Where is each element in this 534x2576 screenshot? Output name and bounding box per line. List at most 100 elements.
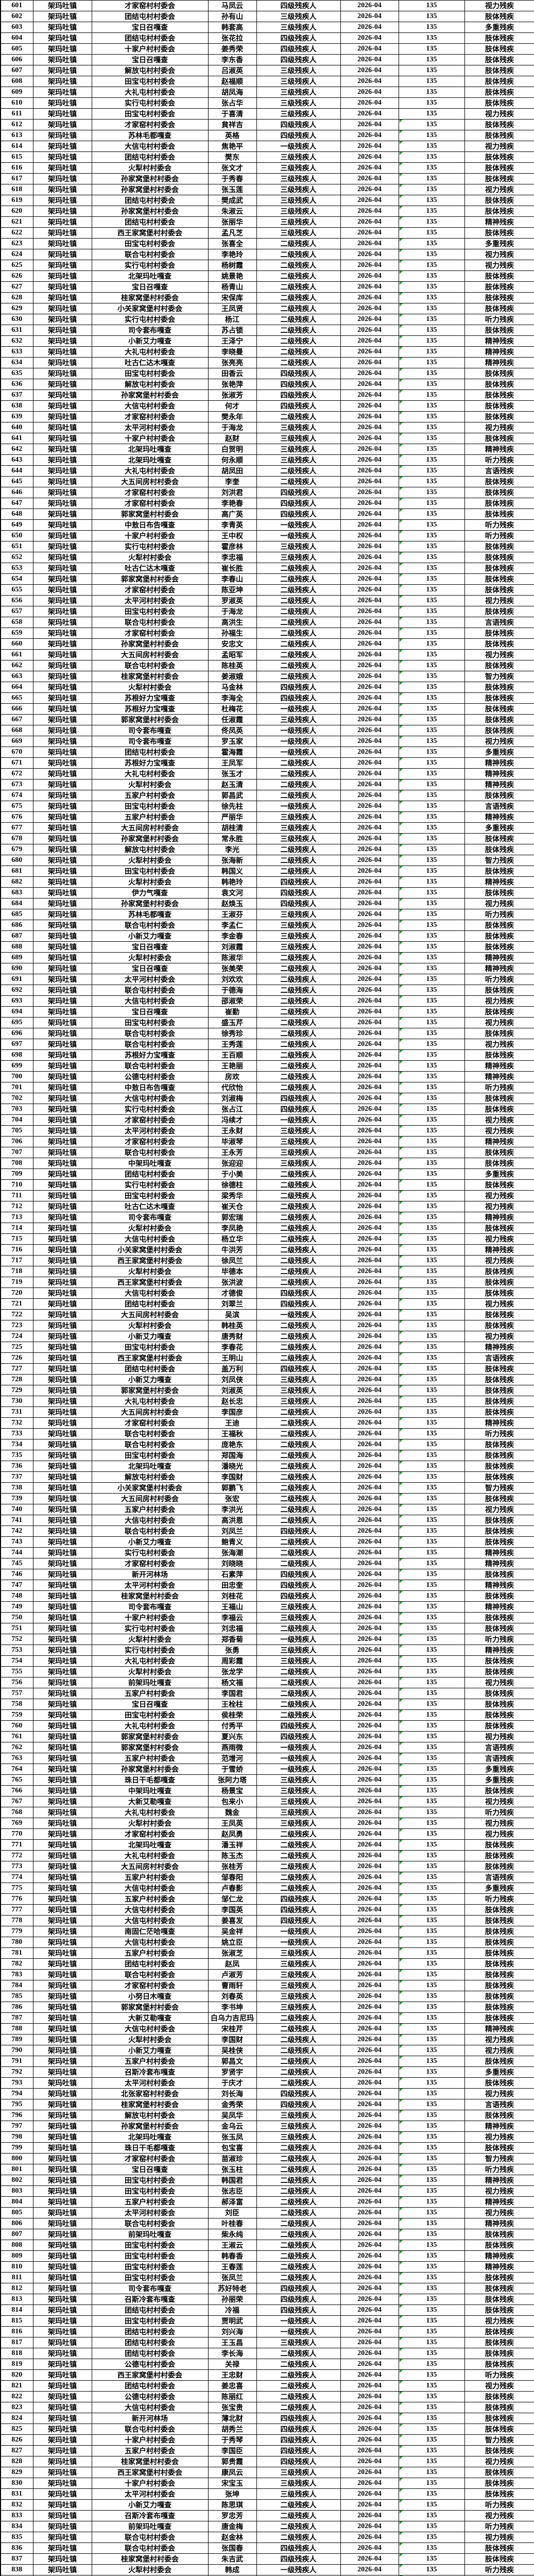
cell-disability-level[interactable]: 四级残疾人 (256, 1363, 341, 1375)
cell-person-name[interactable]: 郑香菊 (208, 1634, 257, 1645)
cell-person-name[interactable]: 李长海 (208, 2348, 257, 2359)
cell-disability-type[interactable]: 听力残疾 (464, 909, 534, 920)
cell-disability-level[interactable]: 二级残疾人 (256, 584, 341, 596)
cell-town[interactable]: 架玛吐镇 (32, 1504, 92, 1515)
cell-seq[interactable]: 817 (0, 2337, 33, 2348)
cell-town[interactable]: 架玛吐镇 (32, 2348, 92, 2359)
cell-village[interactable]: 郭家窝堡村村委会 (91, 2002, 209, 2013)
cell-amount[interactable]: 135 (398, 1385, 465, 1396)
cell-person-name[interactable]: 王迪 (208, 1417, 257, 1429)
cell-month[interactable]: 2026-04 (340, 2056, 399, 2067)
cell-village[interactable]: 五家户村村委会 (91, 2056, 209, 2067)
cell-disability-level[interactable]: 二级残疾人 (256, 1168, 341, 1180)
cell-disability-type[interactable]: 视力残疾 (464, 1796, 534, 1807)
cell-disability-type[interactable]: 肢体残疾 (464, 2478, 534, 2489)
cell-amount[interactable]: 135 (398, 1536, 465, 1548)
cell-month[interactable]: 2026-04 (340, 2272, 399, 2283)
cell-disability-level[interactable]: 二级残疾人 (256, 606, 341, 617)
cell-person-name[interactable]: 邵淑荣 (208, 995, 257, 1007)
cell-disability-level[interactable]: 三级残疾人 (256, 1374, 341, 1385)
cell-disability-type[interactable]: 肢体残疾 (464, 498, 534, 509)
cell-village[interactable]: 新开河林场 (91, 1569, 209, 1580)
cell-disability-level[interactable]: 二级残疾人 (256, 649, 341, 660)
cell-seq[interactable]: 761 (0, 1731, 33, 1742)
cell-person-name[interactable]: 贾明武 (208, 2315, 257, 2327)
cell-disability-level[interactable]: 四级残疾人 (256, 2456, 341, 2467)
cell-month[interactable]: 2026-04 (340, 162, 399, 174)
cell-disability-type[interactable]: 肢体残疾 (464, 2283, 534, 2294)
cell-village[interactable]: 郭家窝堡村村委会 (91, 714, 209, 725)
cell-disability-level[interactable]: 二级残疾人 (256, 1450, 341, 1461)
cell-month[interactable]: 2026-04 (340, 249, 399, 260)
cell-disability-level[interactable]: 二级残疾人 (256, 1850, 341, 1861)
cell-seq[interactable]: 685 (0, 909, 33, 920)
cell-village[interactable]: 宝日召嘎查 (91, 54, 209, 65)
cell-disability-level[interactable]: 二级残疾人 (256, 757, 341, 769)
cell-village[interactable]: 田宝屯村村委会 (91, 1017, 209, 1028)
cell-village[interactable]: 大信屯村村委会 (91, 1093, 209, 1104)
cell-month[interactable]: 2026-04 (340, 930, 399, 942)
cell-amount[interactable]: 135 (398, 260, 465, 271)
cell-person-name[interactable]: 何才 (208, 400, 257, 412)
cell-person-name[interactable]: 王淑云 (208, 2240, 257, 2251)
cell-disability-level[interactable]: 二级残疾人 (256, 292, 341, 303)
cell-seq[interactable]: 656 (0, 595, 33, 606)
cell-month[interactable]: 2026-04 (340, 1677, 399, 1688)
cell-seq[interactable]: 742 (0, 1526, 33, 1537)
cell-disability-type[interactable]: 听力残疾 (464, 454, 534, 466)
cell-town[interactable]: 架玛吐镇 (32, 563, 92, 574)
cell-village[interactable]: 联合屯村村委会 (91, 1428, 209, 1439)
cell-seq[interactable]: 726 (0, 1352, 33, 1364)
cell-town[interactable]: 架玛吐镇 (32, 606, 92, 617)
cell-seq[interactable]: 690 (0, 963, 33, 974)
cell-month[interactable]: 2026-04 (340, 1666, 399, 1677)
cell-month[interactable]: 2026-04 (340, 2402, 399, 2413)
cell-town[interactable]: 架玛吐镇 (32, 1114, 92, 1126)
cell-disability-level[interactable]: 二级残疾人 (256, 617, 341, 628)
cell-person-name[interactable]: 邹春阳 (208, 1872, 257, 1883)
cell-town[interactable]: 架玛吐镇 (32, 2088, 92, 2099)
cell-village[interactable]: 吐古仁达木嘎查 (91, 357, 209, 368)
cell-person-name[interactable]: 苏占锁 (208, 325, 257, 336)
cell-person-name[interactable]: 张占江 (208, 1104, 257, 1115)
cell-town[interactable]: 架玛吐镇 (32, 2445, 92, 2456)
cell-disability-level[interactable]: 二级残疾人 (256, 1493, 341, 1504)
cell-person-name[interactable]: 陈思琪 (208, 2499, 257, 2511)
cell-amount[interactable]: 135 (398, 433, 465, 444)
cell-month[interactable]: 2026-04 (340, 1655, 399, 1667)
cell-seq[interactable]: 683 (0, 887, 33, 899)
cell-month[interactable]: 2026-04 (340, 1558, 399, 1569)
cell-town[interactable]: 架玛吐镇 (32, 1980, 92, 1991)
cell-seq[interactable]: 617 (0, 173, 33, 184)
cell-amount[interactable]: 135 (398, 920, 465, 931)
cell-person-name[interactable]: 李国英 (208, 1904, 257, 1916)
cell-month[interactable]: 2026-04 (340, 2359, 399, 2370)
cell-amount[interactable]: 135 (398, 1547, 465, 1558)
cell-amount[interactable]: 135 (398, 2110, 465, 2121)
cell-month[interactable]: 2026-04 (340, 692, 399, 704)
cell-disability-type[interactable]: 听力残疾 (464, 519, 534, 531)
cell-month[interactable]: 2026-04 (340, 1872, 399, 1883)
cell-village[interactable]: 火犁村村委会 (91, 1223, 209, 1234)
cell-disability-type[interactable]: 视力残疾 (464, 2532, 534, 2543)
cell-disability-level[interactable]: 四级残疾人 (256, 2304, 341, 2316)
cell-seq[interactable]: 708 (0, 1158, 33, 1169)
cell-town[interactable]: 架玛吐镇 (32, 1060, 92, 1072)
cell-town[interactable]: 架玛吐镇 (32, 1104, 92, 1115)
cell-amount[interactable]: 135 (398, 2185, 465, 2197)
cell-amount[interactable]: 135 (398, 400, 465, 412)
cell-village[interactable]: 实行屯村村委会 (91, 1547, 209, 1558)
cell-seq[interactable]: 774 (0, 1872, 33, 1883)
cell-month[interactable]: 2026-04 (340, 270, 399, 282)
cell-disability-level[interactable]: 二级残疾人 (256, 2521, 341, 2532)
cell-village[interactable]: 太平河村村委会 (91, 2488, 209, 2500)
cell-village[interactable]: 大五间房村村委会 (91, 476, 209, 487)
cell-month[interactable]: 2026-04 (340, 130, 399, 141)
cell-person-name[interactable]: 朱淑云 (208, 206, 257, 217)
cell-disability-type[interactable]: 精神残疾 (464, 1601, 534, 1613)
cell-month[interactable]: 2026-04 (340, 1764, 399, 1775)
cell-town[interactable]: 架玛吐镇 (32, 822, 92, 834)
cell-village[interactable]: 田宝屯村村委会 (91, 238, 209, 249)
cell-village[interactable]: 十家户村村委会 (91, 2434, 209, 2446)
cell-disability-level[interactable]: 二级残疾人 (256, 1277, 341, 1288)
